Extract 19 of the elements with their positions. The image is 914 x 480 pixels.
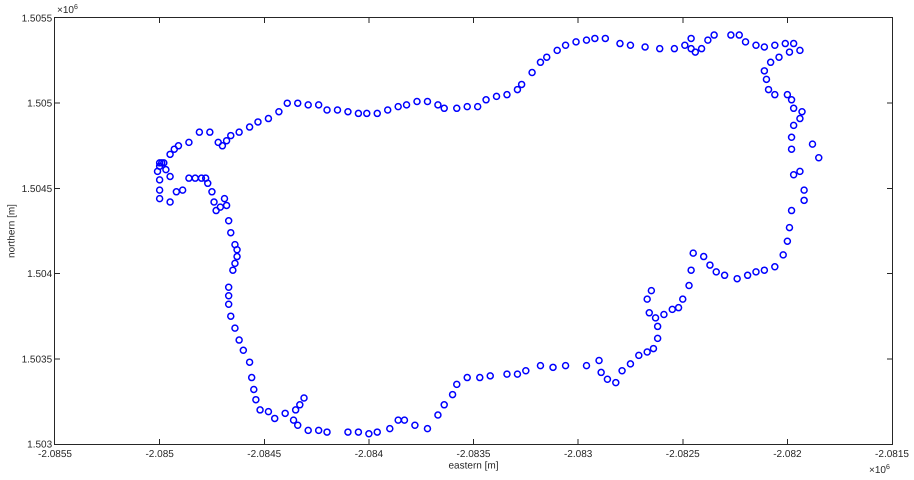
x-tick-label: -2.085 [145, 448, 174, 460]
y-tick-label: 1.505 [27, 98, 53, 110]
x-tick-label: -2.082 [773, 448, 802, 460]
x-tick-label: -2.083 [564, 448, 593, 460]
y-tick-label: 1.5045 [22, 184, 53, 195]
x-tick-label: -2.0845 [247, 448, 282, 460]
x-tick-label: -2.084 [354, 448, 384, 460]
x-tick-label: -2.0855 [38, 448, 72, 460]
y-tick-label: 1.504 [27, 269, 53, 280]
x-axis-title: eastern [m] [448, 460, 499, 472]
x-tick-label: -2.0825 [666, 448, 700, 460]
x-tick-label: -2.0835 [456, 448, 491, 460]
y-tick-label: 1.503 [27, 440, 53, 450]
y-axis-title: northern [m] [6, 204, 18, 258]
y-tick-label: 1.5035 [22, 354, 53, 366]
y-tick-label: 1.5055 [22, 14, 53, 24]
x-tick-label: -2.0815 [875, 448, 910, 460]
text: ×10$^{6}$ [869, 464, 890, 476]
text: ×10$^{6}$ [57, 4, 78, 16]
